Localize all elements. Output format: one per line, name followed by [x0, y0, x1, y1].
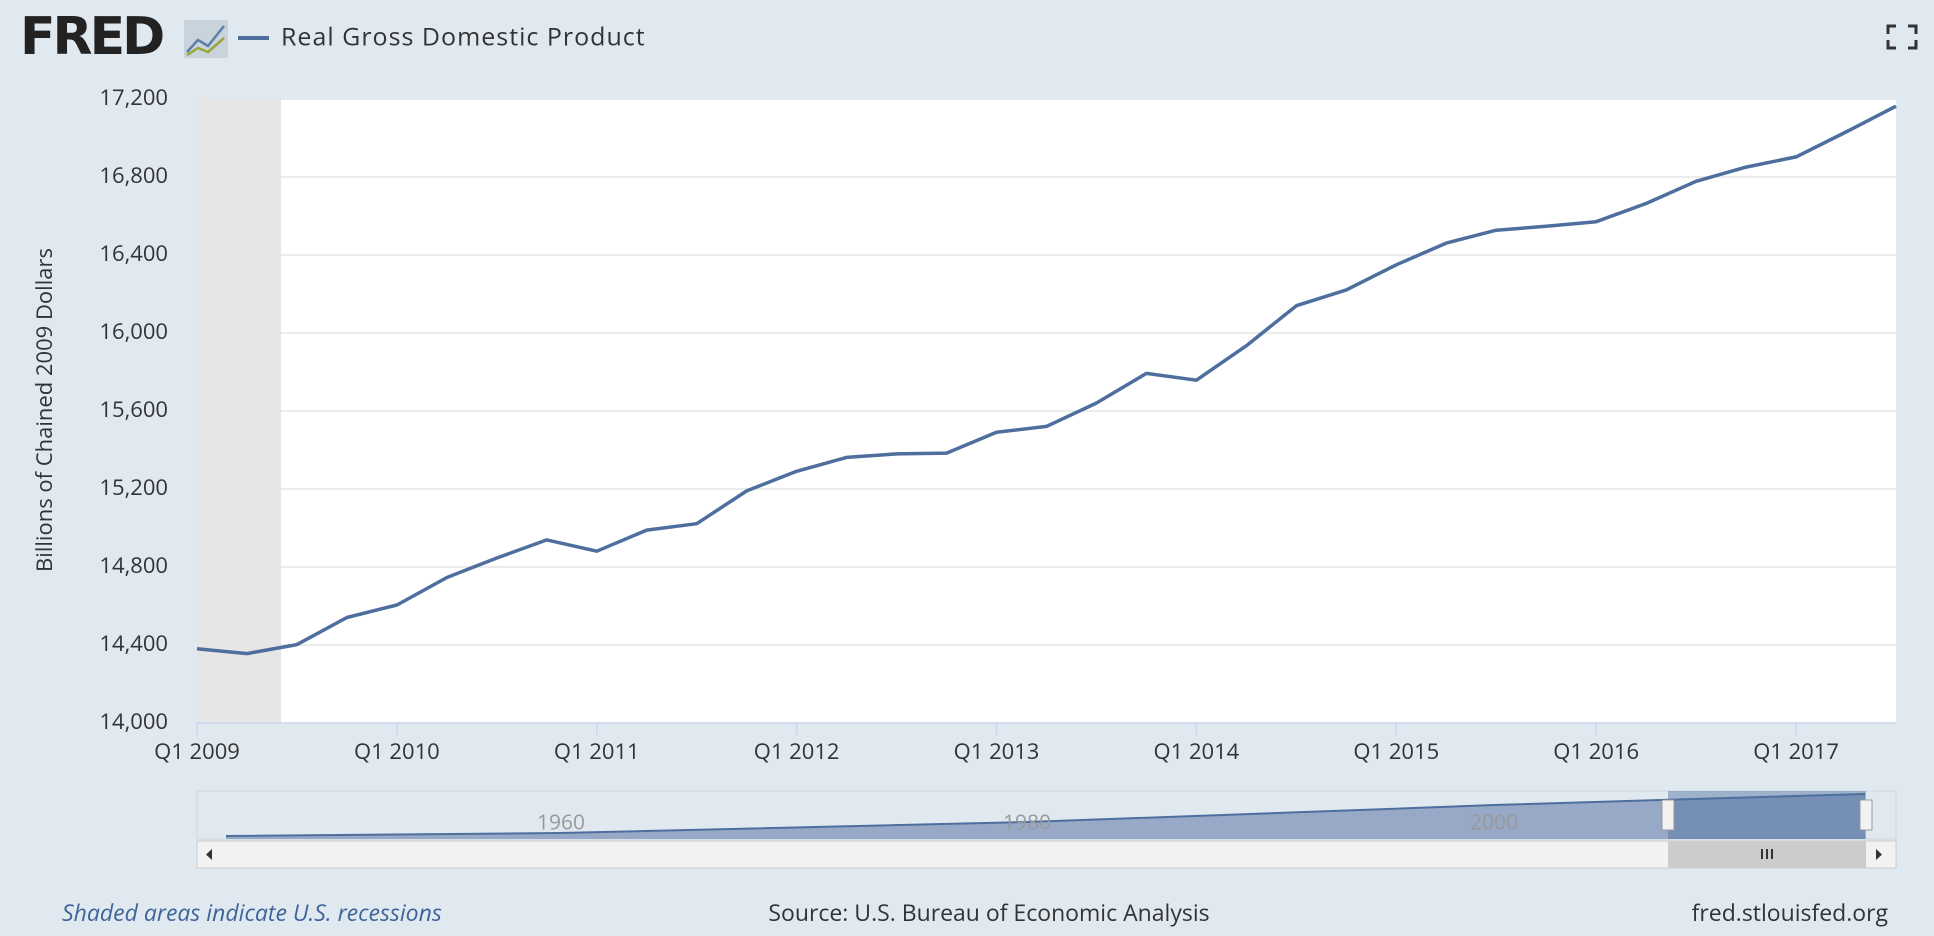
- logo-icon: [184, 20, 228, 58]
- navigator[interactable]: [196, 790, 1897, 869]
- x-tick-label: Q1 2010: [354, 736, 440, 766]
- y-tick-label: 16,000: [99, 316, 168, 346]
- x-tick-label: Q1 2013: [954, 736, 1040, 766]
- y-axis-label: Billions of Chained 2009 Dollars: [29, 248, 59, 572]
- fullscreen-icon[interactable]: [1886, 24, 1918, 50]
- x-tick-label: Q1 2015: [1353, 736, 1439, 766]
- x-tick-label: Q1 2009: [154, 736, 240, 766]
- y-tick-label: 15,200: [99, 472, 168, 502]
- y-tick-label: 16,800: [99, 160, 168, 190]
- logo: FRED: [20, 7, 163, 67]
- navigator-label: 1960: [537, 809, 585, 837]
- data-line: [196, 104, 1897, 656]
- navigator-label: 1980: [1003, 809, 1051, 837]
- recession-note: Shaded areas indicate U.S. recessions: [62, 896, 442, 928]
- site: fred.stlouisfed.org: [1692, 896, 1889, 928]
- x-tick-label: Q1 2017: [1753, 736, 1839, 766]
- navigator-label: 2000: [1470, 809, 1518, 837]
- legend-label: Real Gross Domestic Product: [281, 20, 646, 54]
- y-tick-label: 17,200: [99, 82, 168, 112]
- y-tick-label: 15,600: [99, 394, 168, 424]
- x-tick-label: Q1 2012: [754, 736, 840, 766]
- x-tick-label: Q1 2016: [1553, 736, 1639, 766]
- y-tick-label: 14,000: [99, 706, 168, 736]
- y-tick-label: 14,400: [99, 628, 168, 658]
- source: Source: U.S. Bureau of Economic Analysis: [768, 896, 1209, 928]
- y-tick-label: 14,800: [99, 550, 168, 580]
- y-tick-label: 16,400: [99, 238, 168, 268]
- x-tick-label: Q1 2014: [1154, 736, 1240, 766]
- x-tick-label: Q1 2011: [554, 736, 640, 766]
